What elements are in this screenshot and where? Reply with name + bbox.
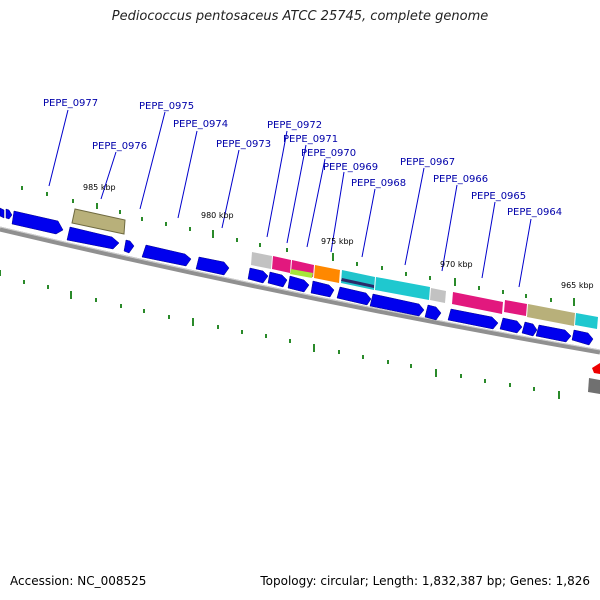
gene-arrow xyxy=(521,321,538,337)
gene-arrow xyxy=(424,304,442,321)
position-label: 980 kbp xyxy=(201,211,234,220)
gene-arrow xyxy=(287,275,310,293)
feature-block xyxy=(314,265,340,283)
inner-ticks xyxy=(0,270,560,399)
feature-block xyxy=(375,277,430,300)
grey-feature-block xyxy=(588,378,600,394)
gene-arrow xyxy=(141,244,192,267)
gene-label: PEPE_0972 xyxy=(267,120,322,131)
gene-label: PEPE_0973 xyxy=(216,139,271,150)
position-label: 970 kbp xyxy=(440,260,473,269)
gene-label: PEPE_0967 xyxy=(400,157,455,168)
gene-arrow xyxy=(499,317,523,334)
gene-label: PEPE_0970 xyxy=(301,148,356,159)
gene-arrow xyxy=(369,293,425,317)
gene-arrow xyxy=(195,256,230,276)
gene-label: PEPE_0966 xyxy=(433,174,488,185)
gene-arrow xyxy=(247,267,269,284)
feature-block xyxy=(527,304,575,326)
feature-block xyxy=(430,288,446,303)
gene-arrow xyxy=(66,226,120,250)
feature-block xyxy=(341,278,374,288)
position-label: 965 kbp xyxy=(561,281,594,290)
position-label: 985 kbp xyxy=(83,183,116,192)
gene-labels: PEPE_0977 PEPE_0976 PEPE_0975 PEPE_0974 … xyxy=(43,98,562,218)
feature-block xyxy=(504,300,527,316)
gene-arrow xyxy=(571,329,594,346)
gene-arrow xyxy=(336,286,372,306)
gene-arrow xyxy=(11,210,64,235)
forward-genes xyxy=(0,207,594,346)
gene-arrow xyxy=(5,208,13,220)
label-leaders xyxy=(48,109,532,288)
accession-text: Accession: NC_008525 xyxy=(10,574,147,588)
gene-arrow xyxy=(310,280,335,298)
gene-label: PEPE_0965 xyxy=(471,191,526,202)
position-label: 975 kbp xyxy=(321,237,354,246)
genome-stats-text: Topology: circular; Length: 1,832,387 bp… xyxy=(260,574,590,588)
feature-block xyxy=(452,292,503,314)
position-labels: 985 kbp 980 kbp 975 kbp 970 kbp 965 kbp xyxy=(83,183,594,290)
feature-block xyxy=(272,256,291,273)
gene-arrow xyxy=(0,207,5,219)
gene-label: PEPE_0977 xyxy=(43,98,98,109)
map-title: Pediococcus pentosaceus ATCC 25745, comp… xyxy=(111,9,489,24)
gene-label: PEPE_0975 xyxy=(139,101,194,112)
outer-ticks xyxy=(21,186,575,306)
genome-backbone xyxy=(0,226,600,355)
gene-label: PEPE_0971 xyxy=(283,134,338,145)
gene-label: PEPE_0976 xyxy=(92,141,147,152)
gene-arrow xyxy=(123,239,135,254)
gene-label: PEPE_0974 xyxy=(173,119,228,130)
gene-label: PEPE_0964 xyxy=(507,207,562,218)
feature-blocks xyxy=(71,208,598,329)
gene-arrow xyxy=(535,324,572,343)
gene-arrow xyxy=(447,308,499,330)
feature-block xyxy=(290,269,313,278)
feature-block xyxy=(71,208,126,235)
feature-block xyxy=(575,313,598,329)
feature-block xyxy=(251,252,272,269)
gene-label: PEPE_0969 xyxy=(323,162,378,173)
gene-label: PEPE_0968 xyxy=(351,178,406,189)
gene-arrow xyxy=(267,271,288,288)
red-gene-arrow xyxy=(592,363,600,374)
